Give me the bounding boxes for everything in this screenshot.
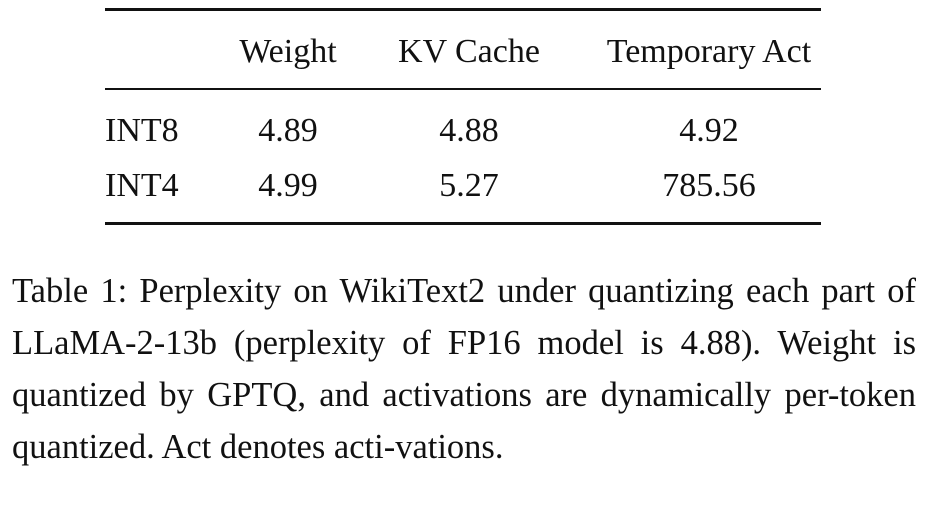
cell-int4-temporary-act: 785.56 — [662, 167, 756, 204]
cell-int8-kv-cache: 4.88 — [439, 112, 499, 149]
column-header-weight: Weight — [239, 33, 337, 70]
caption-label: Table 1: — [12, 272, 128, 310]
row-label-int4: INT4 — [105, 167, 179, 204]
cell-int4-kv-cache: 5.27 — [439, 167, 499, 204]
cell-int4-weight: 4.99 — [258, 167, 318, 204]
table-top-rule — [105, 8, 821, 11]
table-header-rule — [105, 88, 821, 90]
row-label-int8: INT8 — [105, 112, 179, 149]
column-header-temporary-act: Temporary Act — [606, 33, 812, 70]
cell-int8-weight: 4.89 — [258, 112, 318, 149]
table-caption: Table 1: Perplexity on WikiText2 under q… — [12, 265, 916, 473]
cell-int8-temporary-act: 4.92 — [679, 112, 739, 149]
table-bottom-rule — [105, 222, 821, 225]
column-header-kv-cache: KV Cache — [398, 33, 540, 70]
caption-text: Perplexity on WikiText2 under quantizing… — [12, 272, 916, 466]
